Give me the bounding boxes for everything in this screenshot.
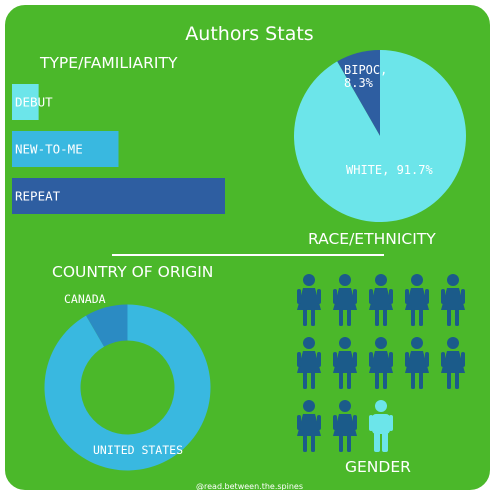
pie-label-bipoc: BIPOC, 8.3% [344,63,387,90]
pie-label-white: WHITE, 91.7% [346,163,433,177]
familiarity-bar-chart: DEBUT NEW-TO-ME REPEAT [12,84,225,214]
pie-slice-white [294,50,466,222]
bar-repeat [12,178,225,214]
country-of-origin-donut-chart [44,304,211,471]
page-title: Authors Stats [185,23,314,45]
footer-handle: @read.between.the.spines [196,482,303,491]
person-icon-female [405,337,429,389]
donut-slice-canada [86,304,128,347]
country-chart-title: COUNTRY OF ORIGIN [52,263,214,281]
bar-debut [12,84,39,120]
person-icon-female [369,274,393,326]
person-icon-female [369,337,393,389]
race-ethnicity-pie-chart: BIPOC, 8.3% WHITE, 91.7% [294,50,466,222]
pie-slice-bipoc [337,50,380,136]
bar-label-debut: DEBUT [15,95,53,110]
familiarity-chart-title: TYPE/FAMILIARITY [40,54,178,72]
person-icon-female [333,274,357,326]
donut-label-canada: CANADA [64,292,106,306]
race-chart-title: RACE/ETHNICITY [308,230,436,248]
donut-slice-united-states [44,304,211,471]
donut-label-united-states: UNITED STATES [93,443,184,457]
bar-new-to-me [12,131,119,167]
bar-label-repeat: REPEAT [15,189,61,204]
person-icon-female [441,337,465,389]
person-icon-female [297,337,321,389]
person-icon-female [333,337,357,389]
gender-pictograph [297,274,465,452]
gender-chart-title: GENDER [345,458,411,476]
section-divider [112,254,384,256]
bar-label-new-to-me: NEW-TO-ME [15,142,83,157]
person-icon-male [369,400,393,452]
person-icon-female [441,274,465,326]
person-icon-female [333,400,357,452]
person-icon-female [297,274,321,326]
person-icon-female [297,400,321,452]
person-icon-female [405,274,429,326]
